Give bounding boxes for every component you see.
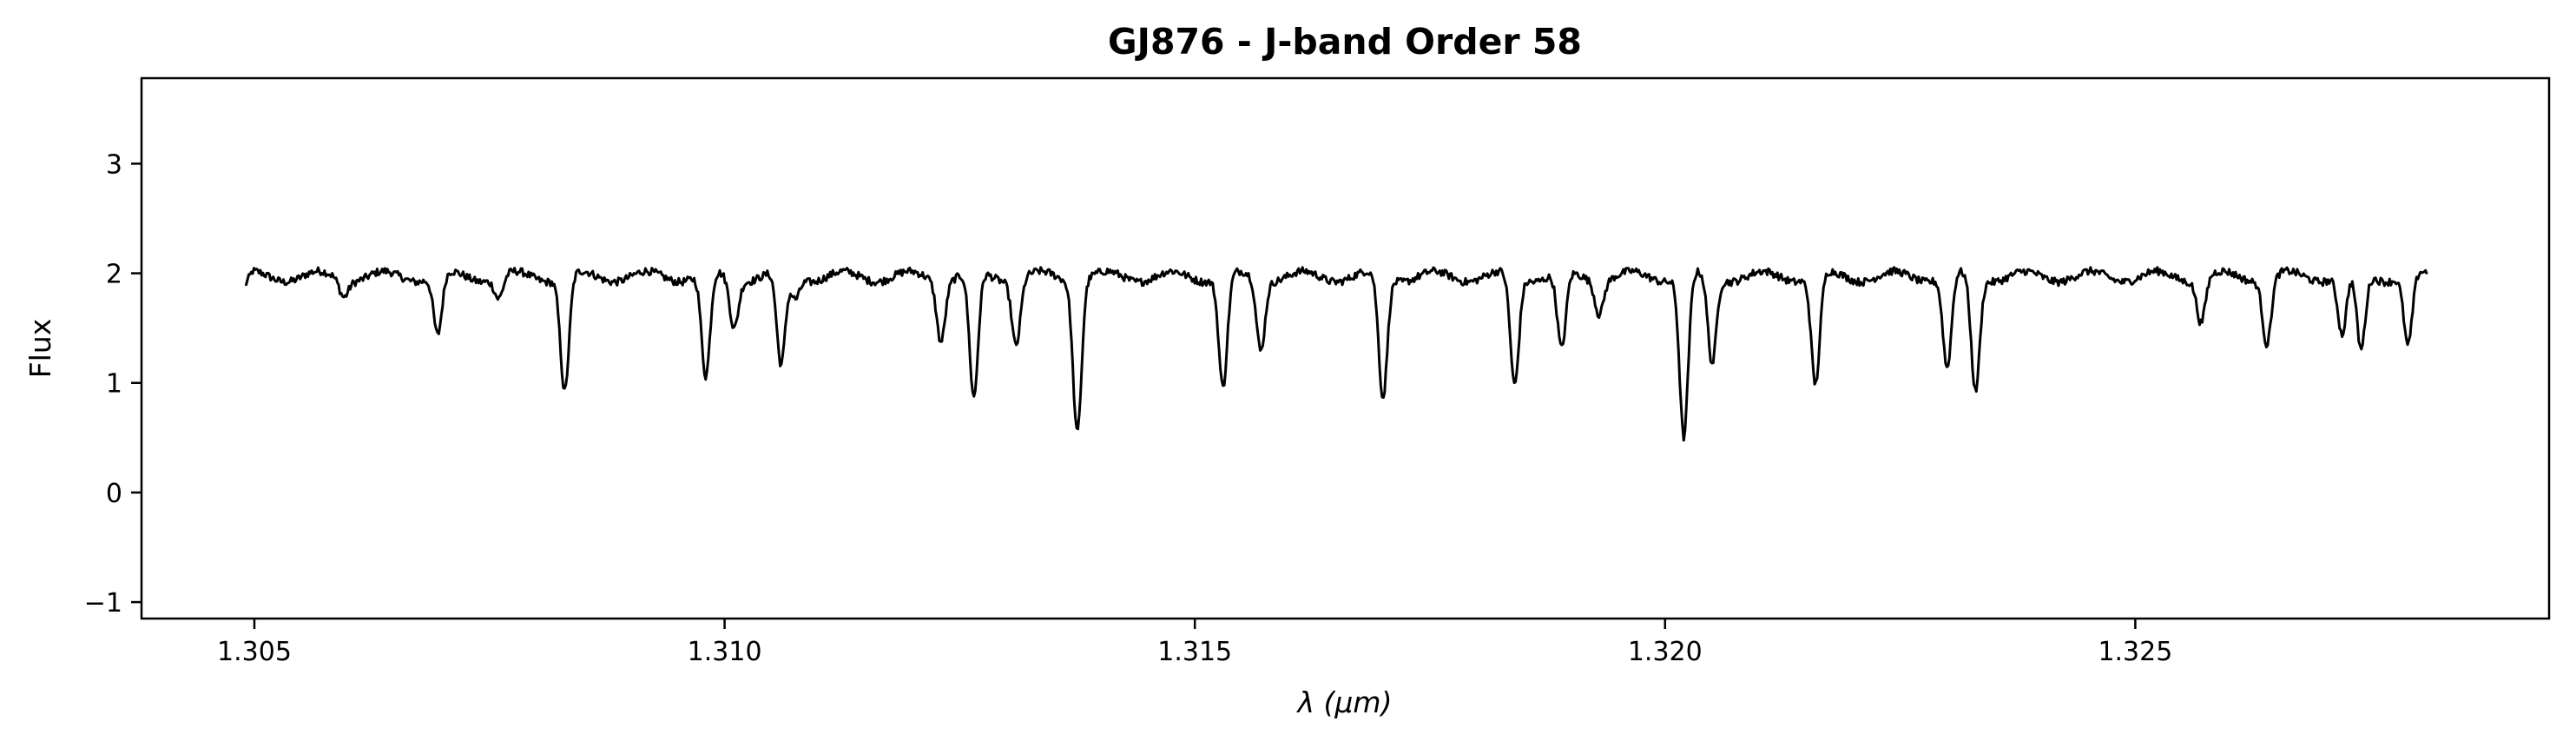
y-tick-label: 2 (106, 260, 122, 290)
x-tick-label: 1.325 (2098, 637, 2172, 667)
y-tick-label: 0 (106, 479, 122, 509)
x-tick-label: 1.305 (217, 637, 292, 667)
y-tick-label: 3 (106, 149, 122, 180)
y-axis-ticks: −1 0 1 2 3 (84, 149, 142, 619)
y-axis-label: Flux (23, 319, 57, 379)
y-tick-label: −1 (84, 588, 122, 619)
x-axis-label: λ (μm) (1296, 685, 1393, 719)
x-tick-label: 1.320 (1628, 637, 1703, 667)
chart-title: GJ876 - J-band Order 58 (1108, 21, 1582, 63)
x-tick-label: 1.315 (1157, 637, 1232, 667)
x-axis-ticks: 1.305 1.310 1.315 1.320 1.325 (217, 619, 2172, 667)
x-tick-label: 1.310 (688, 637, 762, 667)
spectrum-line (245, 266, 2428, 442)
y-tick-label: 1 (106, 369, 122, 400)
plot-frame (140, 76, 2551, 620)
spectrum-line-group (245, 266, 2428, 442)
